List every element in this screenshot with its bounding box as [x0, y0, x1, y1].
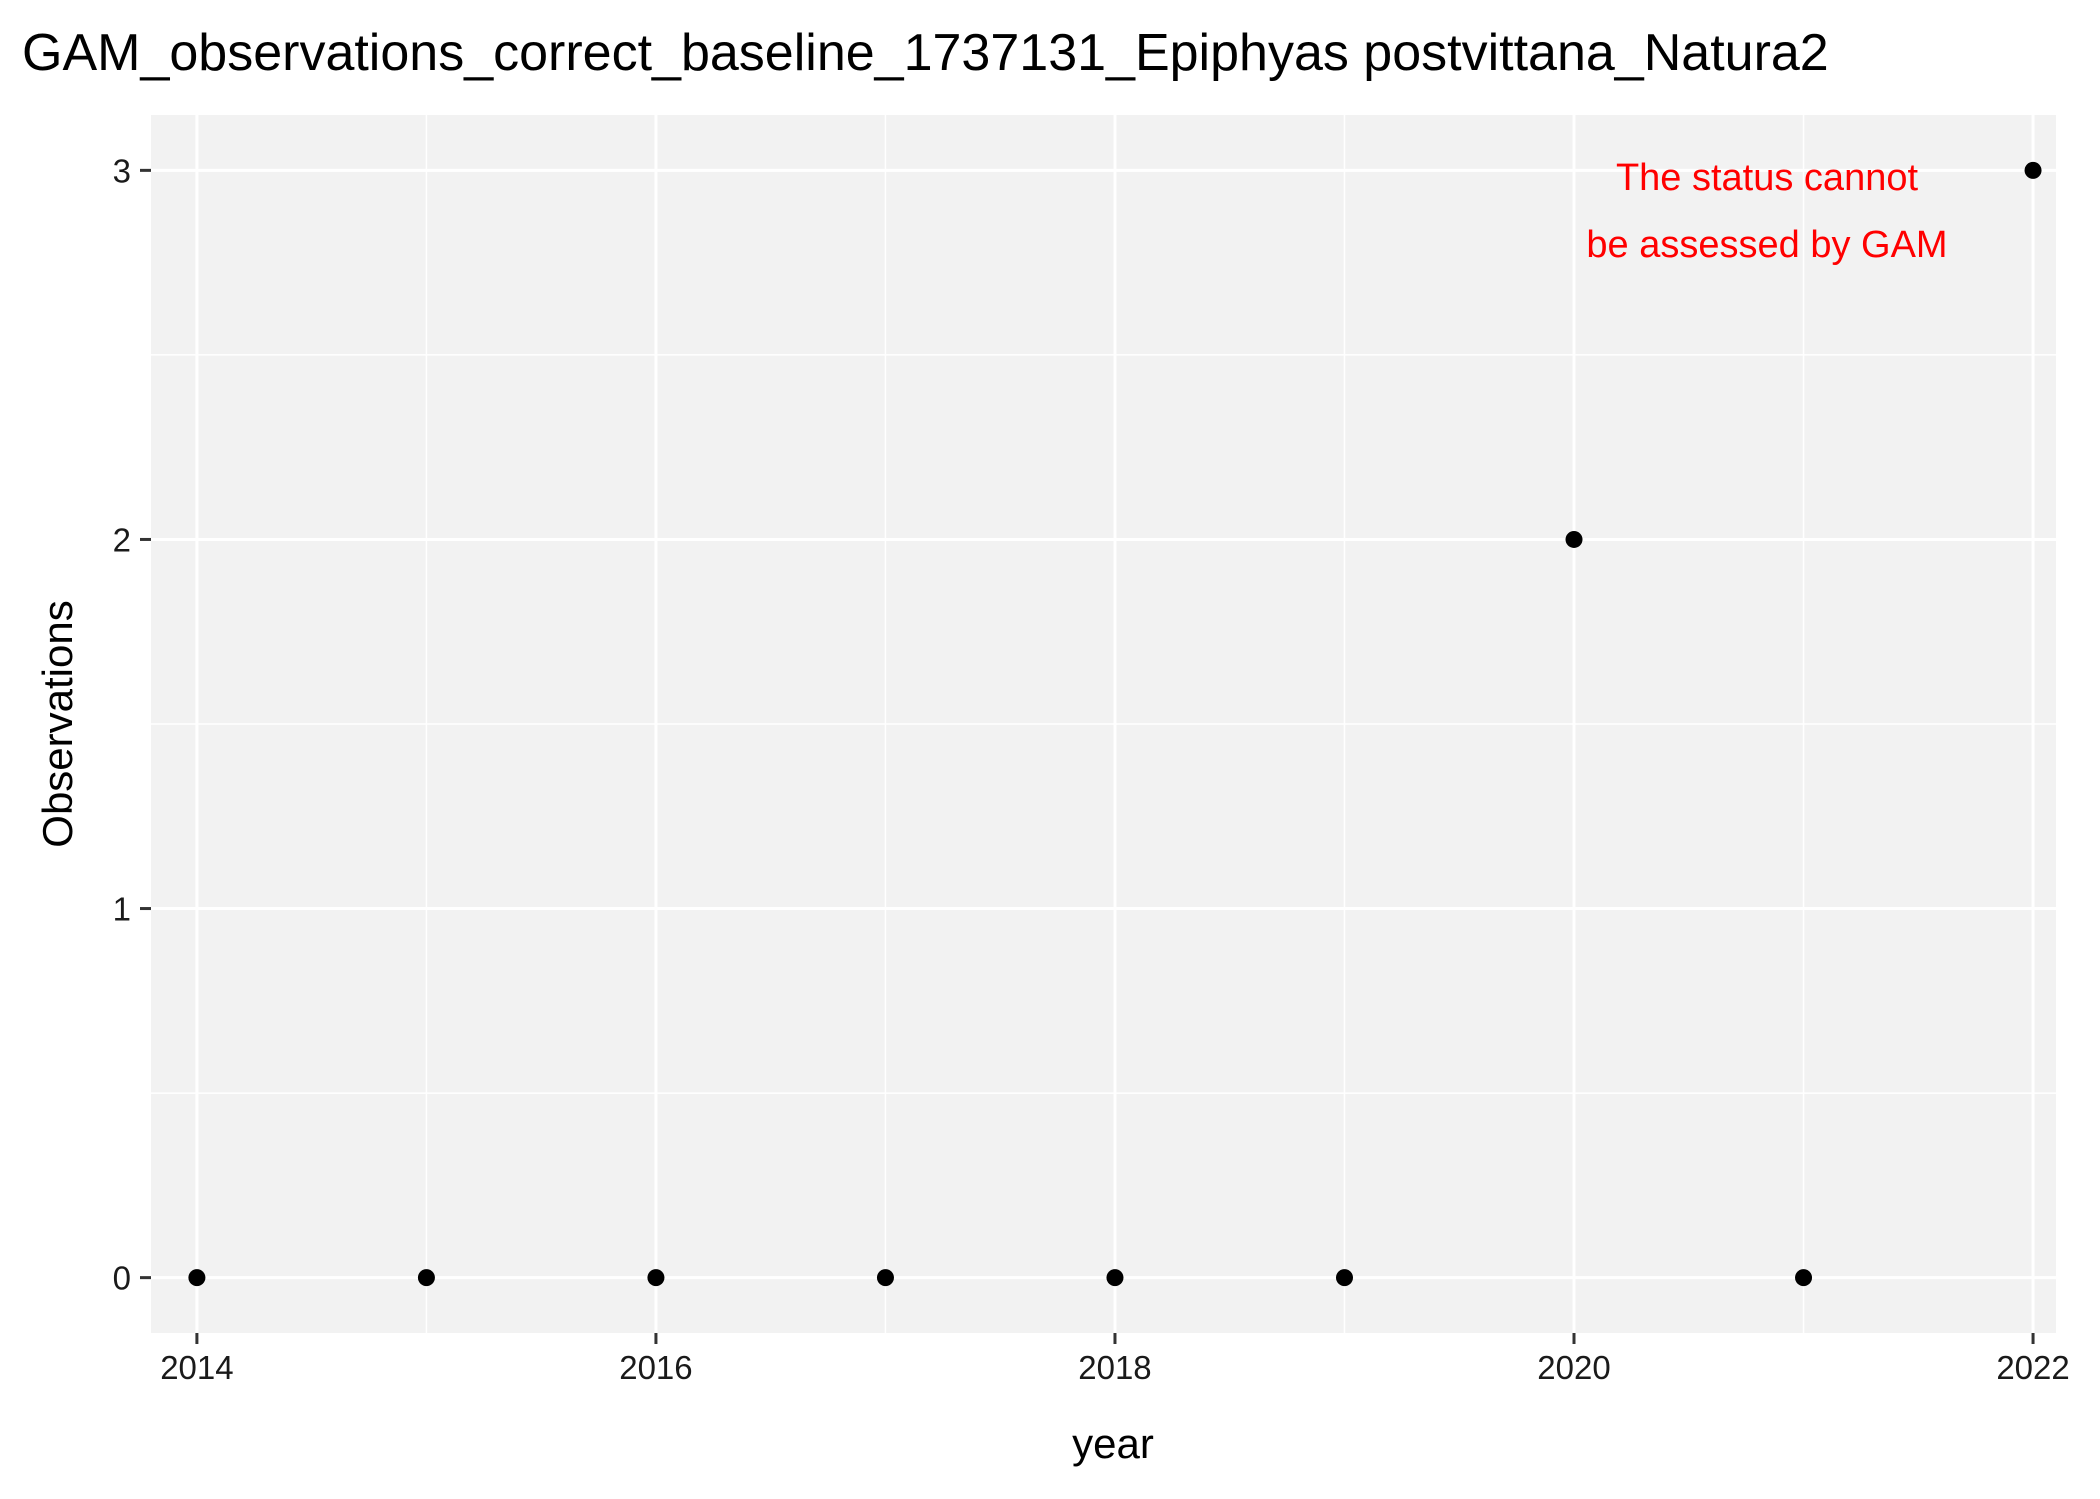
x-tick-label: 2014 [160, 1349, 233, 1386]
major-gridlines [151, 115, 2056, 1333]
data-point [2024, 161, 2042, 179]
data-point [647, 1269, 665, 1287]
annotation-line-1: The status cannot [1616, 157, 1919, 199]
minor-gridlines [151, 115, 2056, 1333]
x-tick-label: 2020 [1537, 1349, 1610, 1386]
data-point [1565, 530, 1583, 548]
y-tick-label: 1 [113, 891, 131, 928]
x-axis-title: year [1072, 1420, 1154, 1467]
y-axis-title: Observations [34, 600, 81, 847]
x-tick-label: 2018 [1078, 1349, 1151, 1386]
x-tick-label: 2022 [1996, 1349, 2069, 1386]
data-point [188, 1269, 206, 1287]
data-point [1106, 1269, 1124, 1287]
y-axis: 0 1 2 3 [113, 152, 151, 1297]
annotation-line-2: be assessed by GAM [1586, 224, 1947, 266]
y-tick-label: 3 [113, 152, 131, 189]
x-tick-label: 2016 [619, 1349, 692, 1386]
chart-title: GAM_observations_correct_baseline_173713… [22, 24, 1829, 82]
y-tick-label: 0 [113, 1260, 131, 1297]
data-point [1335, 1269, 1353, 1287]
data-point [1795, 1269, 1813, 1287]
x-axis: 2014 2016 2018 2020 2022 [160, 1333, 2070, 1386]
data-point [876, 1269, 894, 1287]
y-tick-label: 2 [113, 521, 131, 558]
data-point [417, 1269, 435, 1287]
data-points [188, 161, 2042, 1287]
